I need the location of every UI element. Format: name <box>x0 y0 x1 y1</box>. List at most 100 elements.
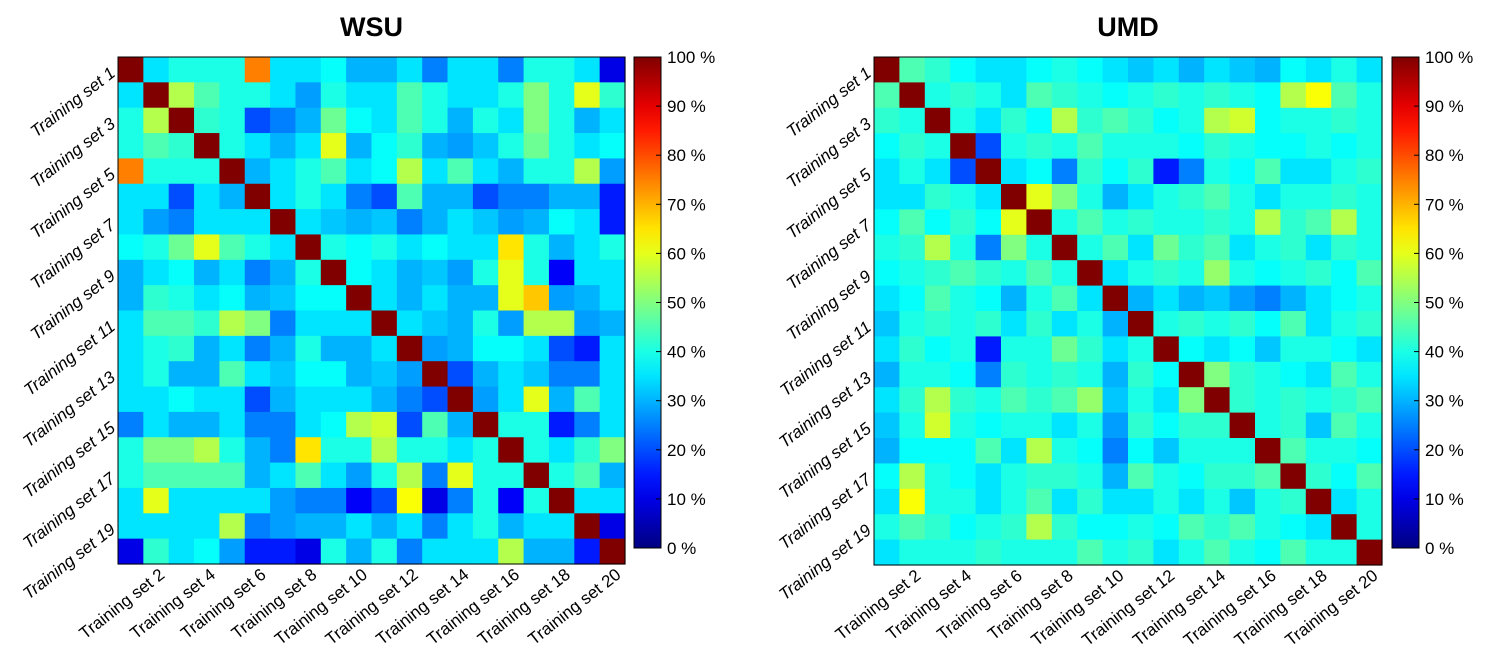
heatmap-cell <box>950 184 977 210</box>
heatmap-cell <box>143 513 170 540</box>
chart-title: UMD <box>1097 12 1159 42</box>
heatmap-cell <box>346 386 373 413</box>
heatmap-cell <box>1305 184 1332 210</box>
heatmap-cell <box>1229 285 1256 312</box>
heatmap-cell <box>422 133 449 159</box>
heatmap-cell <box>422 462 449 489</box>
heatmap-cell <box>874 361 900 388</box>
heatmap-cell <box>498 487 525 514</box>
heatmap-cell <box>396 285 423 312</box>
heatmap-cell <box>498 183 525 210</box>
heatmap-cell <box>396 82 423 109</box>
heatmap-cell <box>320 335 347 362</box>
heatmap-cell <box>396 411 423 438</box>
heatmap-cell <box>422 386 449 413</box>
heatmap-cell <box>244 437 271 464</box>
heatmap-cell <box>1128 463 1154 490</box>
heatmap-cell <box>118 310 144 337</box>
heatmap-cell <box>1128 133 1154 160</box>
heatmap-cell <box>168 487 195 514</box>
heatmap-cell <box>1026 82 1053 109</box>
heatmap-cell <box>270 57 297 83</box>
heatmap-cell <box>1204 184 1231 210</box>
heatmap-cell <box>219 285 246 312</box>
heatmap-cell <box>422 538 449 565</box>
heatmap-cell <box>346 57 373 83</box>
heatmap-cell <box>1305 539 1332 566</box>
heatmap-cell <box>219 234 246 261</box>
heatmap-cell <box>1051 387 1078 414</box>
heatmap-cell <box>472 133 499 159</box>
heatmap-cell <box>194 259 220 286</box>
heatmap-cell <box>244 107 271 134</box>
heatmap-cell <box>1280 158 1307 185</box>
heatmap-cell <box>118 183 144 210</box>
heatmap-cell <box>346 411 373 438</box>
heatmap-cell <box>899 82 926 109</box>
heatmap-cell <box>1051 260 1078 287</box>
heatmap-cell <box>899 260 926 287</box>
heatmap-cell <box>118 462 144 489</box>
heatmap-cell <box>523 437 550 464</box>
heatmap-cell <box>1051 184 1078 210</box>
heatmap-cell <box>346 107 373 134</box>
heatmap-cell <box>143 538 170 565</box>
heatmap-cell <box>118 234 144 261</box>
heatmap-cell <box>1356 412 1383 439</box>
heatmap-cell <box>143 437 170 464</box>
heatmap-cell <box>270 158 297 185</box>
heatmap-cell <box>975 539 1002 566</box>
heatmap-cell <box>422 361 449 388</box>
heatmap-cell <box>1255 260 1281 287</box>
heatmap-cell <box>1229 539 1256 566</box>
heatmap-cell <box>1204 285 1231 312</box>
heatmap-cell <box>498 361 525 388</box>
heatmap-cell <box>548 538 575 565</box>
heatmap-cell <box>1331 285 1358 312</box>
heatmap-cell <box>924 488 951 515</box>
heatmap-cell <box>472 183 499 210</box>
heatmap-cell <box>975 387 1002 414</box>
colorbar-tick-label: 20 % <box>667 441 706 460</box>
heatmap-cell <box>1204 158 1231 185</box>
heatmap-cell <box>1204 514 1231 541</box>
heatmap-cell <box>1178 361 1205 388</box>
heatmap-cell <box>975 285 1002 312</box>
heatmap-cell <box>270 462 297 489</box>
heatmap-cell <box>548 234 575 261</box>
heatmap-cell <box>219 310 246 337</box>
heatmap-cell <box>1356 311 1383 337</box>
heatmap-cell <box>194 487 220 514</box>
heatmap-cell <box>1280 82 1307 109</box>
heatmap-cell <box>447 285 474 312</box>
heatmap-cell <box>168 158 195 185</box>
heatmap-cell <box>574 259 601 286</box>
heatmap-cell <box>950 539 977 566</box>
heatmap-cell <box>950 361 977 388</box>
heatmap-cell <box>1026 463 1053 490</box>
heatmap-cell <box>498 82 525 109</box>
heatmap-cell <box>950 412 977 439</box>
heatmap-cell <box>975 158 1002 185</box>
heatmap-cell <box>599 259 626 286</box>
heatmap-cell <box>320 107 347 134</box>
heatmap-cell <box>1026 285 1053 312</box>
heatmap-cell <box>1356 158 1383 185</box>
heatmap-cell <box>244 487 271 514</box>
heatmap-cell <box>1128 438 1154 464</box>
heatmap-cell <box>1026 234 1053 261</box>
heatmap-cell <box>396 335 423 362</box>
heatmap-cell <box>950 438 977 464</box>
heatmap-cell <box>874 387 900 414</box>
heatmap-cell <box>1229 184 1256 210</box>
heatmap-cell <box>1077 260 1104 287</box>
heatmap-cell <box>874 336 900 363</box>
heatmap-cell <box>1153 539 1180 566</box>
heatmap-cell <box>899 438 926 464</box>
heatmap-cell <box>143 158 170 185</box>
heatmap-cell <box>295 513 322 540</box>
heatmap-cell <box>874 463 900 490</box>
heatmap-cell <box>219 57 246 83</box>
heatmap-cell <box>143 310 170 337</box>
heatmap-cell <box>1051 209 1078 236</box>
